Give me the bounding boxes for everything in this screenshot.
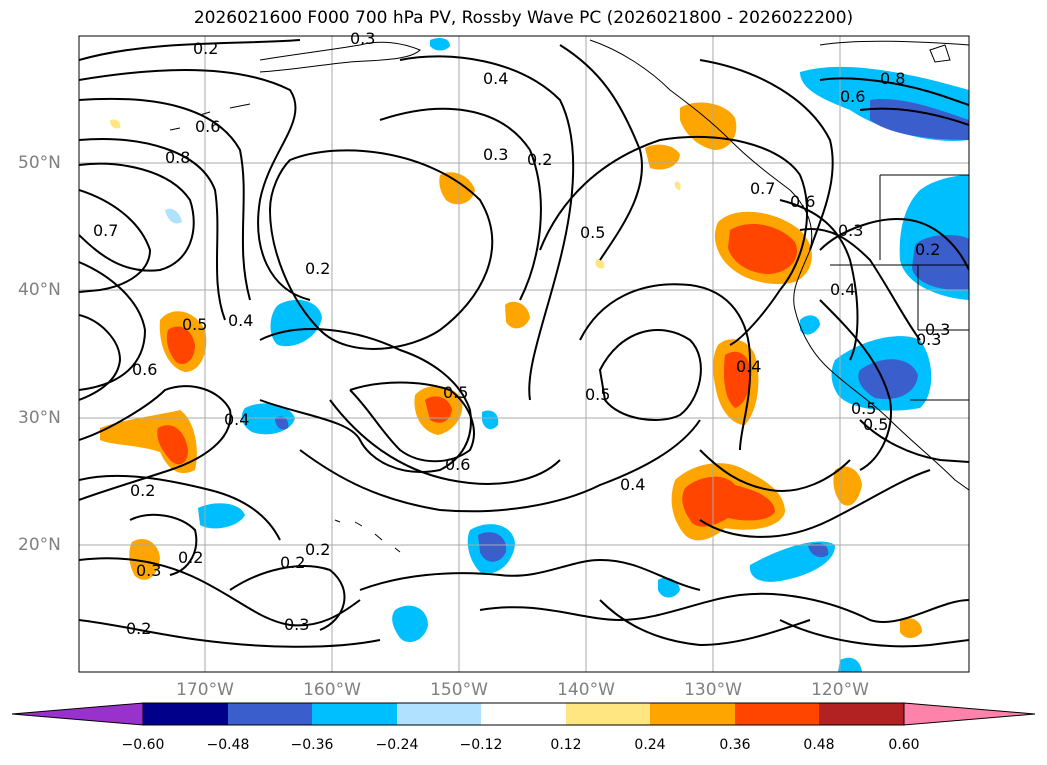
lat-lon-gridlines bbox=[79, 36, 969, 672]
colorbar-segment bbox=[735, 703, 819, 725]
contour-label: 0.3 bbox=[483, 145, 508, 164]
contour-label: 0.5 bbox=[580, 223, 605, 242]
contour-label: 0.2 bbox=[126, 619, 151, 638]
colorbar-extend-high bbox=[903, 702, 1036, 726]
contour-label: 0.4 bbox=[224, 410, 249, 429]
latitude-label: 50°N bbox=[18, 153, 61, 173]
contour-label: 0.6 bbox=[840, 87, 865, 106]
colorbar-tick-label: −0.24 bbox=[375, 737, 419, 753]
contour-label: 0.3 bbox=[350, 29, 375, 48]
contour-label: 0.3 bbox=[838, 221, 863, 240]
longitude-label: 160°W bbox=[303, 680, 361, 700]
longitude-label: 130°W bbox=[684, 680, 742, 700]
contour-label: 0.2 bbox=[305, 540, 330, 559]
contour-label: 0.3 bbox=[284, 615, 309, 634]
contour-label: 0.6 bbox=[445, 455, 470, 474]
map-title: 2026021600 F000 700 hPa PV, Rossby Wave … bbox=[193, 8, 854, 28]
colorbar-tick-label: 0.12 bbox=[550, 737, 582, 753]
negative-anomaly-patches bbox=[165, 38, 969, 672]
longitude-label: 140°W bbox=[557, 680, 615, 700]
colorbar-segment bbox=[143, 703, 228, 725]
colorbar-tick-label: 0.48 bbox=[803, 737, 835, 753]
colorbar-tick-label: −0.48 bbox=[206, 737, 250, 753]
positive-anomaly-patches bbox=[100, 102, 922, 638]
colorbar-tick-label: 0.36 bbox=[719, 737, 751, 753]
contour-label: 0.4 bbox=[483, 69, 508, 88]
contour-label: 0.2 bbox=[915, 240, 940, 259]
colorbar-tick-label: 0.60 bbox=[888, 737, 920, 753]
contour-label: 0.5 bbox=[851, 399, 876, 418]
contour-label: 0.2 bbox=[178, 548, 203, 567]
contour-label: 0.2 bbox=[130, 481, 155, 500]
contour-label: 0.4 bbox=[228, 311, 253, 330]
contour-label: 0.3 bbox=[925, 320, 950, 339]
contour-label: 0.2 bbox=[193, 39, 218, 58]
colorbar-segment bbox=[228, 703, 312, 725]
colorbar-tick-label: 0.24 bbox=[634, 737, 666, 753]
latitude-label: 30°N bbox=[18, 408, 61, 428]
contour-label: 0.4 bbox=[736, 357, 761, 376]
contour-label: 0.8 bbox=[165, 148, 190, 167]
colorbar-segment bbox=[481, 703, 566, 725]
pv-contours bbox=[79, 39, 969, 648]
colorbar-segment bbox=[312, 703, 397, 725]
contour-label: 0.2 bbox=[305, 259, 330, 278]
contour-label: 0.3 bbox=[136, 561, 161, 580]
latitude-label: 40°N bbox=[18, 280, 61, 300]
contour-labels: 0.2 0.3 0.4 0.6 0.8 0.7 0.8 0.6 0.3 0.2 … bbox=[93, 29, 950, 638]
colorbar-tick-label: −0.60 bbox=[121, 737, 165, 753]
colorbar-segment bbox=[566, 703, 650, 725]
contour-label: 0.2 bbox=[527, 150, 552, 169]
longitude-label: 170°W bbox=[176, 680, 234, 700]
contour-label: 0.6 bbox=[790, 192, 815, 211]
contour-label: 0.7 bbox=[750, 179, 775, 198]
colorbar-segment bbox=[819, 703, 904, 725]
colorbar-segment bbox=[397, 703, 481, 725]
longitude-label: 120°W bbox=[811, 680, 869, 700]
contour-label: 0.2 bbox=[280, 553, 305, 572]
contour-label: 0.6 bbox=[132, 360, 157, 379]
coastlines bbox=[169, 39, 969, 553]
contour-label: 0.8 bbox=[880, 69, 905, 88]
contour-label: 0.4 bbox=[830, 280, 855, 299]
colorbar bbox=[11, 702, 1036, 726]
colorbar-tick-label: −0.36 bbox=[290, 737, 334, 753]
colorbar-tick-label: −0.12 bbox=[459, 737, 503, 753]
colorbar-segment bbox=[650, 703, 735, 725]
contour-label: 0.5 bbox=[443, 383, 468, 402]
longitude-label: 150°W bbox=[430, 680, 488, 700]
contour-label: 0.5 bbox=[585, 385, 610, 404]
contour-label: 0.5 bbox=[182, 315, 207, 334]
colorbar-extend-low bbox=[11, 702, 144, 726]
contour-label: 0.6 bbox=[195, 117, 220, 136]
contour-label: 0.3 bbox=[916, 330, 941, 349]
contour-label: 0.4 bbox=[620, 475, 645, 494]
contour-label: 0.5 bbox=[863, 415, 888, 434]
latitude-label: 20°N bbox=[18, 535, 61, 555]
contour-label: 0.7 bbox=[93, 221, 118, 240]
